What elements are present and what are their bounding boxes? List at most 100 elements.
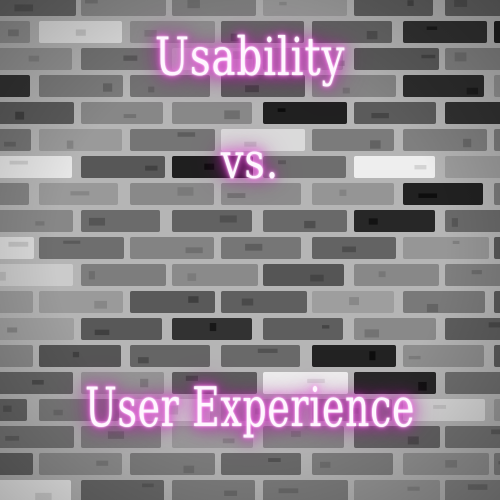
brick-texture [445,460,458,468]
brick [354,48,439,70]
brick [445,0,500,16]
brick-texture [307,378,325,384]
brick-texture [66,140,74,149]
title-user-experience: User Experience [84,376,416,439]
brick-texture [94,329,110,336]
brick-texture [15,111,25,120]
brick [172,210,252,232]
brick-texture [414,165,427,170]
brick-texture [491,429,500,435]
brick [0,75,30,97]
brick-texture [349,297,359,306]
brick-texture [245,85,259,93]
brick-texture [88,217,106,226]
brick [0,264,73,286]
brick-texture [433,405,447,409]
brick-texture [279,1,287,6]
brick [445,318,500,340]
brick [39,75,123,97]
brick-texture [8,29,19,37]
brick [445,426,500,448]
brick [172,48,253,70]
brick [494,399,500,421]
brick-texture [278,160,286,165]
brick-texture [421,54,436,59]
brick-texture [452,240,460,244]
brick [445,48,500,70]
brick-texture [9,160,28,165]
brick-texture [35,221,45,226]
brick [403,21,487,43]
brick-texture [0,271,6,281]
title-usability: Usability [154,28,346,88]
brick [81,156,165,178]
brick [445,372,500,394]
brick-texture [70,191,90,196]
brick-texture [364,329,380,338]
brick [354,264,439,286]
brick [403,237,489,259]
brick [263,102,347,124]
brick [494,345,500,367]
brick [312,183,394,205]
brick-texture [187,0,200,9]
brick-texture [230,33,239,42]
brick-texture [4,141,16,147]
brick-texture [103,83,113,92]
brick [81,210,160,232]
brick [81,48,164,70]
brick-texture [187,273,197,281]
brick [494,291,500,313]
brick [445,156,500,178]
brick-texture [63,240,81,244]
brick [494,21,500,43]
brick [130,237,214,259]
brick-texture [224,110,240,120]
brick-texture [94,300,108,309]
brick-texture [257,348,278,353]
brick-texture [426,26,438,30]
brick-texture [407,486,420,491]
brick [312,399,392,421]
brick [81,480,164,500]
brick-texture [219,215,237,223]
brick [0,0,76,16]
brick-texture [185,247,203,254]
brick [81,264,166,286]
brick [403,75,484,97]
brick [0,237,34,259]
brick-texture [75,29,86,36]
brick-texture [342,246,356,253]
brick [494,237,500,259]
brick [172,480,255,500]
brick-texture [277,108,286,112]
brick [221,291,307,313]
brick-texture [241,298,254,306]
brick-texture [142,483,154,488]
brick-texture [14,4,34,12]
brick [0,129,31,151]
brick-texture [454,52,467,62]
brick-texture [204,163,215,170]
brick-texture [177,132,196,137]
brick [263,480,348,500]
brick-texture [7,327,18,333]
brick-texture [467,484,488,490]
brick [81,372,164,394]
brick-texture [426,303,439,313]
brick [445,210,500,232]
brick-texture [107,431,125,439]
brick-texture [368,218,378,225]
brick-texture [224,490,238,496]
brick [39,399,119,421]
brick-texture [369,351,376,361]
brick [312,75,396,97]
brick [403,291,485,313]
brick-texture [88,271,95,280]
brick-texture [320,461,331,468]
brick [445,102,500,124]
brick-texture [8,241,29,247]
brick [354,102,436,124]
brick [81,318,162,340]
